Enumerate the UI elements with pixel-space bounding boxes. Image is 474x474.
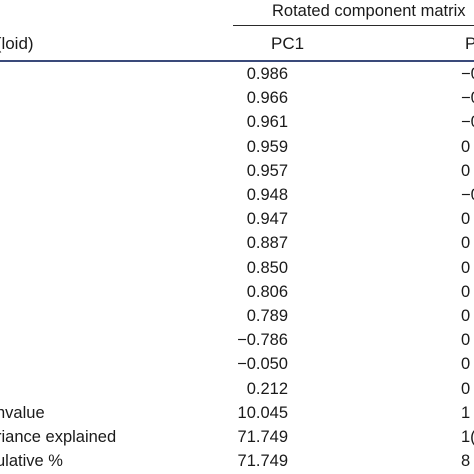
table-row: 0.959 0 [0,135,474,159]
cell-pc2-value: −0 [461,186,474,204]
cell-pc2-value: 1 [461,403,471,422]
cell-pc2-value: 0 [461,210,471,229]
table-row: −0.786 0 [0,328,474,352]
table-row: 0.961 −0 [0,110,474,134]
cell-pc2-value: 0 [461,234,471,253]
table-row: 0.806 0 [0,280,474,304]
cell-pc1-value: −0.050 [237,355,288,374]
cell-pc2-value: −0 [461,113,474,132]
cell-pc2-value: 0 [461,379,471,398]
table-row: 0.948 −0 [0,183,474,207]
cell-pc1-value: 0.966 [246,89,288,108]
cell-pc1-value: 71.749 [237,452,288,471]
cell-pc1-value: 0.806 [246,282,288,301]
cell-pc1-value: 0.212 [246,379,288,398]
header-rule [0,60,474,62]
cell-pc1-value: 0.948 [246,186,288,204]
cell-pc2-value: 0 [461,161,471,180]
table-row: 0.212 0 [0,377,474,401]
row-label: nvalue [0,403,45,422]
cell-pc2-value: 0 [461,258,471,277]
cell-pc1-value: 0.789 [246,307,288,325]
table-row: 0.947 0 [0,207,474,231]
cell-pc1-value: 71.749 [237,428,288,446]
cell-pc2-value: 0 [461,331,471,350]
group-header-rule [233,25,474,26]
cell-pc1-value: 0.850 [246,258,288,277]
cell-pc2-value: 0 [461,137,471,156]
table-row: 0.957 0 [0,159,474,183]
table-row: 0.966 −0 [0,86,474,110]
row-label: riance explained [0,428,117,446]
cell-pc2-value: −0 [461,65,474,83]
cell-pc1-value: 0.961 [246,113,288,132]
table-row: −0.050 0 [0,352,474,376]
cell-pc2-value: −0 [461,89,474,108]
cell-pc1-value: 10.045 [237,403,288,422]
table-row: riance explained 71.749 1( [0,425,474,449]
cell-pc1-value: 0.947 [246,210,288,229]
table-row: 0.887 0 [0,231,474,255]
group-header-rotated-component-matrix: Rotated component matrix [272,2,466,20]
table-row: ulative % 71.749 8 [0,449,474,473]
cell-pc2-value: 0 [461,282,471,301]
row-label: ulative % [0,452,63,471]
cell-pc1-value: 0.986 [246,65,288,83]
table-row: 0.986 −0 [0,62,474,86]
cell-pc2-value: 8 [461,452,471,471]
cell-pc2-value: 1( [461,428,474,446]
cell-pc1-value: 0.957 [246,161,288,180]
cell-pc2-value: 0 [461,355,471,374]
table-row: nvalue 10.045 1 [0,401,474,425]
cell-pc2-value: 0 [461,307,471,325]
cell-pc1-value: −0.786 [237,331,288,350]
table-row: 0.789 0 [0,304,474,328]
table-row: 0.850 0 [0,256,474,280]
cell-pc1-value: 0.887 [246,234,288,253]
column-header-metal: l(loid) [0,34,34,53]
column-header-pc1: PC1 [271,34,305,53]
column-header-pc2: P [465,34,474,53]
cell-pc1-value: 0.959 [246,137,288,156]
